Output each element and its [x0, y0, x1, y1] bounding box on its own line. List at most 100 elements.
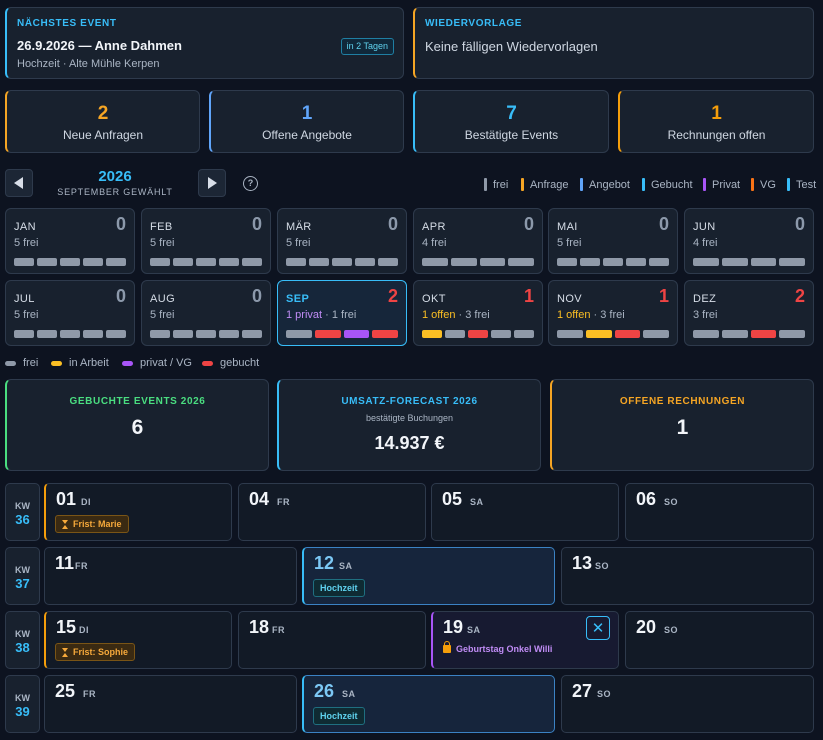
private-event[interactable]: Geburtstag Onkel Willi: [443, 641, 552, 654]
month-card-feb[interactable]: FEB 0 5 frei: [141, 208, 271, 274]
slot-free: [242, 258, 262, 266]
slot-free: [721, 330, 748, 338]
month-card-mai[interactable]: MAI 0 5 frei: [548, 208, 678, 274]
day-cell[interactable]: 05 SA: [431, 483, 619, 541]
month-name: DEZ: [693, 293, 717, 305]
prev-year-button[interactable]: [5, 169, 33, 197]
day-weekday: SO: [595, 561, 610, 571]
slot-free: [721, 258, 748, 266]
day-cell[interactable]: 11 FR: [44, 547, 297, 605]
legend-swatch: [703, 178, 706, 191]
month-card-sep[interactable]: SEP 2 1 privat · 1 frei: [277, 280, 407, 346]
month-event-count: 0: [115, 214, 126, 234]
next-event-title: NÄCHSTES EVENT: [17, 18, 117, 29]
year-subtitle: SEPTEMBER GEWÄHLT: [57, 187, 173, 197]
week-number-39: KW 39: [5, 675, 40, 733]
stat-open-invoices[interactable]: 1 Rechnungen offen: [618, 90, 814, 153]
legend-vg: VG: [751, 178, 776, 191]
month-availability: 3 frei: [693, 309, 718, 321]
slot-free: [445, 330, 465, 338]
day-cell[interactable]: 19 SA Geburtstag Onkel Willi ✕: [431, 611, 619, 669]
day-cell[interactable]: 20 SO: [625, 611, 814, 669]
month-availability: 1 privat · 1 frei: [286, 309, 356, 321]
day-number: 18: [249, 617, 270, 637]
stat-label: Neue Anfragen: [62, 128, 144, 142]
stat-value: 2: [97, 103, 109, 124]
day-weekday: SA: [339, 561, 353, 571]
legend-label: Privat: [712, 178, 741, 191]
summary-booked-events[interactable]: GEBUCHTE EVENTS 2026 6: [5, 379, 269, 471]
wedding-tag[interactable]: Hochzeit: [313, 707, 365, 725]
stat-value: 1: [301, 103, 313, 124]
resubmission-title: WIEDERVORLAGE: [425, 18, 523, 29]
month-event-count: 1: [658, 286, 669, 306]
month-status-rest: · 3 frei: [455, 309, 490, 321]
wedding-tag[interactable]: Hochzeit: [313, 579, 365, 597]
deadline-tag[interactable]: Frist: Marie: [55, 515, 129, 533]
slot-free: [60, 330, 80, 338]
month-card-mär[interactable]: MÄR 0 5 frei: [277, 208, 407, 274]
day-weekday: SO: [664, 497, 679, 507]
legend-label: privat / VG: [140, 357, 192, 369]
day-cell[interactable]: 01 DI Frist: Marie: [44, 483, 232, 541]
next-event-card[interactable]: NÄCHSTES EVENT 26.9.2026 — Anne Dahmen H…: [5, 7, 404, 79]
slot-free: [557, 258, 577, 266]
slot-free: [355, 258, 375, 266]
deadline-tag[interactable]: Frist: Sophie: [55, 643, 136, 661]
day-cell[interactable]: 26 SA Hochzeit: [302, 675, 555, 733]
summary-revenue-forecast[interactable]: UMSATZ-FORECAST 2026 bestätigte Buchunge…: [277, 379, 541, 471]
stat-new-requests[interactable]: 2 Neue Anfragen: [5, 90, 200, 153]
slot-free: [422, 258, 448, 266]
slot-free: [219, 330, 239, 338]
month-card-nov[interactable]: NOV 1 1 offen · 3 frei: [548, 280, 678, 346]
resubmission-card[interactable]: WIEDERVORLAGE Keine fälligen Wiedervorla…: [413, 7, 814, 79]
help-button[interactable]: ?: [243, 176, 258, 191]
resubmission-text: Keine fälligen Wiedervorlagen: [425, 39, 598, 54]
slot-free: [643, 330, 669, 338]
month-status-rest: · 1 frei: [322, 309, 357, 321]
legend-test: Test: [787, 178, 816, 191]
tag-label: Frist: Sophie: [73, 647, 129, 657]
slot-booked: [314, 330, 341, 338]
slot-free: [37, 258, 57, 266]
month-slots: [286, 330, 398, 338]
month-card-jun[interactable]: JUN 0 4 frei: [684, 208, 814, 274]
month-card-dez[interactable]: DEZ 2 3 frei: [684, 280, 814, 346]
legend-frei: frei: [484, 178, 508, 191]
summary-open-invoices[interactable]: OFFENE RECHNUNGEN 1: [550, 379, 814, 471]
month-card-apr[interactable]: APR 0 4 frei: [413, 208, 543, 274]
legend-swatch: [642, 178, 645, 191]
month-card-jan[interactable]: JAN 0 5 frei: [5, 208, 135, 274]
close-button[interactable]: ✕: [586, 616, 610, 640]
stat-open-offers[interactable]: 1 Offene Angebote: [209, 90, 404, 153]
day-cell[interactable]: 27 SO: [561, 675, 814, 733]
day-number: 27: [572, 681, 593, 701]
day-cell[interactable]: 13 SO: [561, 547, 814, 605]
day-cell[interactable]: 25 FR: [44, 675, 297, 733]
slot-free: [286, 258, 306, 266]
month-card-aug[interactable]: AUG 0 5 frei: [141, 280, 271, 346]
stat-confirmed-events[interactable]: 7 Bestätigte Events: [413, 90, 609, 153]
legend-swatch: [202, 360, 213, 366]
legend-swatch: [122, 360, 133, 366]
year-label: 2026: [98, 168, 132, 185]
day-cell[interactable]: 06 SO: [625, 483, 814, 541]
triangle-left-icon: [14, 177, 23, 189]
month-slots: [422, 330, 534, 338]
day-cell[interactable]: 12 SA Hochzeit: [302, 547, 555, 605]
legend-label: frei: [493, 178, 509, 191]
next-year-button[interactable]: [198, 169, 226, 197]
slot-free: [580, 258, 600, 266]
day-cell[interactable]: 04 FR: [238, 483, 426, 541]
slot-private: [343, 330, 370, 338]
kw-label: KW: [15, 501, 30, 511]
legend-label: gebucht: [220, 357, 260, 369]
day-number: 25: [55, 681, 76, 701]
slot-free: [626, 258, 646, 266]
month-card-okt[interactable]: OKT 1 1 offen · 3 frei: [413, 280, 543, 346]
month-status-highlight: 1 privat: [286, 309, 323, 321]
slot-free: [332, 258, 352, 266]
day-cell[interactable]: 15 DI Frist: Sophie: [44, 611, 232, 669]
month-card-jul[interactable]: JUL 0 5 frei: [5, 280, 135, 346]
day-cell[interactable]: 18 FR: [238, 611, 426, 669]
